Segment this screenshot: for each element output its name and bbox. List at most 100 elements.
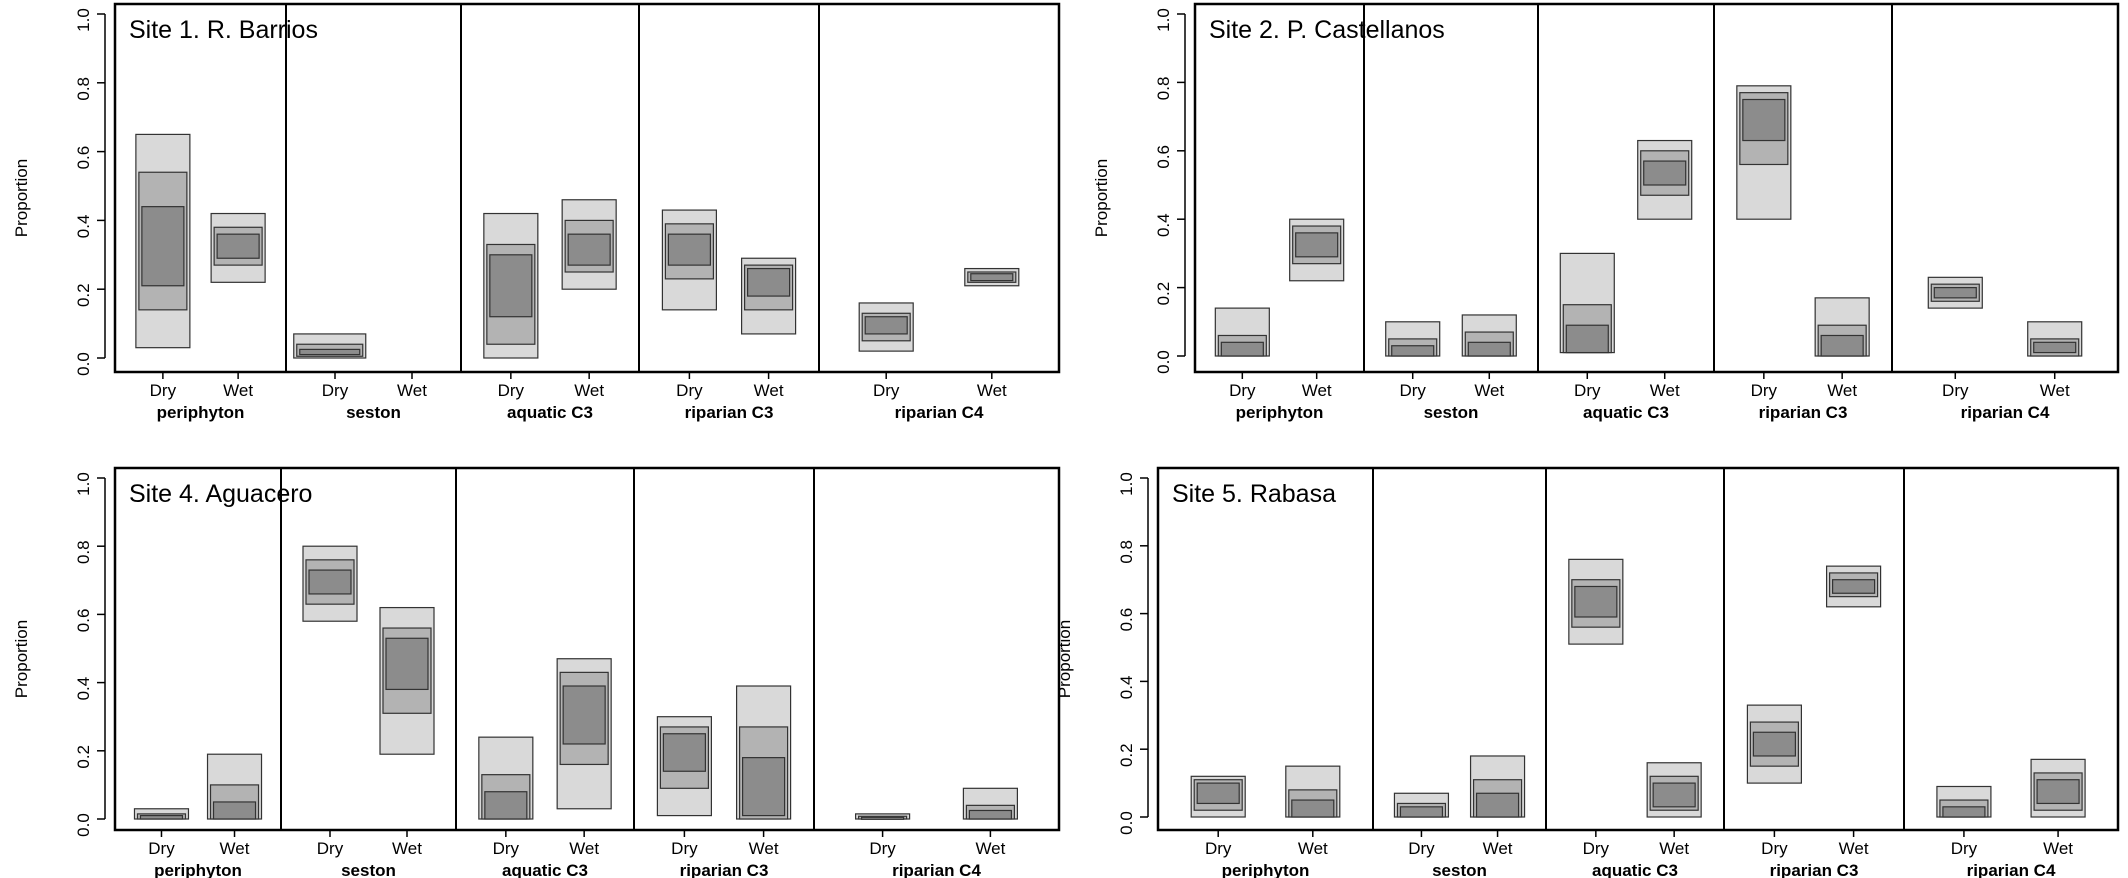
panel-1: Site 1. R. Barrios 0.0 0.2 0.4 0.6 0.8 1.0 Prop… [12,2,1061,422]
box-q50 [1831,579,1876,594]
group-label: riparian C3 [685,403,774,422]
y-tick-label: 0.0 [1154,350,1173,374]
box-q50 [562,685,606,745]
season-label: Dry [873,381,900,400]
y-tick-label: 1.0 [1154,8,1173,32]
season-label: Dry [493,839,520,858]
y-tick-label: 1.0 [74,472,93,496]
box-q50 [1291,799,1335,818]
box-q50 [212,801,257,820]
y-tick-label: 0.8 [74,77,93,101]
y-tick-label: 1.0 [74,8,93,32]
season-label: Dry [1574,381,1601,400]
box-q50 [968,809,1013,820]
group-label: riparian C3 [1770,861,1859,878]
season-label: Dry [1951,839,1978,858]
box-q50 [746,267,791,297]
box-q50 [484,791,528,820]
y-tick-label: 0.4 [1154,213,1173,237]
season-label: Wet [220,839,250,858]
y-axis-label: Proportion [12,159,31,237]
y-tick-label: 0.6 [74,146,93,170]
box-q50 [1820,334,1864,357]
season-label: Wet [569,839,599,858]
box-q50 [860,816,905,820]
box-q50 [1643,160,1687,186]
group-label: riparian C3 [1759,403,1848,422]
plot-frame [113,2,1061,374]
box-q50 [1391,345,1435,357]
box-q50 [667,233,712,266]
group-label: aquatic C3 [502,861,588,878]
box-q50 [1399,806,1444,818]
season-label: Wet [749,839,779,858]
season-label: Wet [1298,839,1328,858]
y-axis-label: Proportion [1055,620,1074,698]
season-label: Dry [148,839,175,858]
group-label: riparian C4 [1961,403,2050,422]
season-label: Wet [397,381,427,400]
season-label: Dry [1761,839,1788,858]
panel-title: Site 2. P. Castellanos [1209,16,1445,44]
y-tick-label: 0.8 [74,540,93,564]
group-label: aquatic C3 [507,403,593,422]
box-q50 [970,273,1014,282]
box-q50 [1574,585,1618,618]
y-tick-label: 0.0 [74,813,93,837]
y-tick-label: 0.0 [74,352,93,376]
group-label: periphyton [1236,403,1324,422]
group-label: periphyton [157,403,245,422]
season-label: Dry [498,381,525,400]
box-q50 [139,814,184,820]
y-tick-label: 0.8 [1117,540,1136,564]
season-label: Dry [1205,839,1232,858]
box-q50 [216,233,260,259]
box-q50 [2036,779,2080,805]
group-label: riparian C3 [680,861,769,878]
box-q50 [385,637,429,691]
season-label: Dry [676,381,703,400]
season-label: Wet [574,381,604,400]
season-label: Dry [1399,381,1426,400]
box-q50 [1220,341,1264,357]
box-q50 [489,254,533,318]
box-q50 [308,569,352,595]
group-label: riparian C4 [1967,861,2056,878]
box-q50 [1565,324,1609,354]
panel-title: Site 1. R. Barrios [129,16,318,44]
box-q50 [1933,287,1977,299]
y-tick-label: 1.0 [1117,472,1136,496]
group-label: seston [341,861,396,878]
box-q50 [864,316,908,335]
panel-title: Site 4. Aguacero [129,480,312,508]
y-tick-label: 0.4 [74,215,93,239]
season-label: Wet [975,839,1005,858]
y-tick-label: 0.4 [1117,676,1136,700]
season-label: Dry [1942,381,1969,400]
season-label: Dry [869,839,896,858]
box-q50 [1475,792,1520,818]
group-label: aquatic C3 [1592,861,1678,878]
season-label: Dry [322,381,349,400]
plot-frame [113,466,1061,832]
panel-4: Site 5. Rabasa 0.0 0.2 0.4 0.6 0.8 1.0 Proporti… [1055,466,2120,878]
season-label: Wet [1474,381,1504,400]
box-q50 [1942,806,1986,818]
group-label: seston [1432,861,1487,878]
box-q50 [299,348,361,356]
y-axis-label: Proportion [12,620,31,698]
season-label: Wet [1650,381,1680,400]
y-tick-label: 0.8 [1154,77,1173,101]
box-q50 [1196,782,1240,805]
y-tick-label: 0.2 [74,283,93,307]
season-label: Dry [671,839,698,858]
panel-3: Site 4. Aguacero 0.0 0.2 0.4 0.6 0.8 1.0 Propor… [12,466,1061,878]
box-q50 [141,206,185,287]
y-tick-label: 0.2 [1117,743,1136,767]
season-label: Wet [1839,839,1869,858]
season-label: Dry [1751,381,1778,400]
plot-frame [1193,2,2120,374]
y-tick-label: 0.6 [1117,608,1136,632]
group-label: riparian C4 [892,861,981,878]
